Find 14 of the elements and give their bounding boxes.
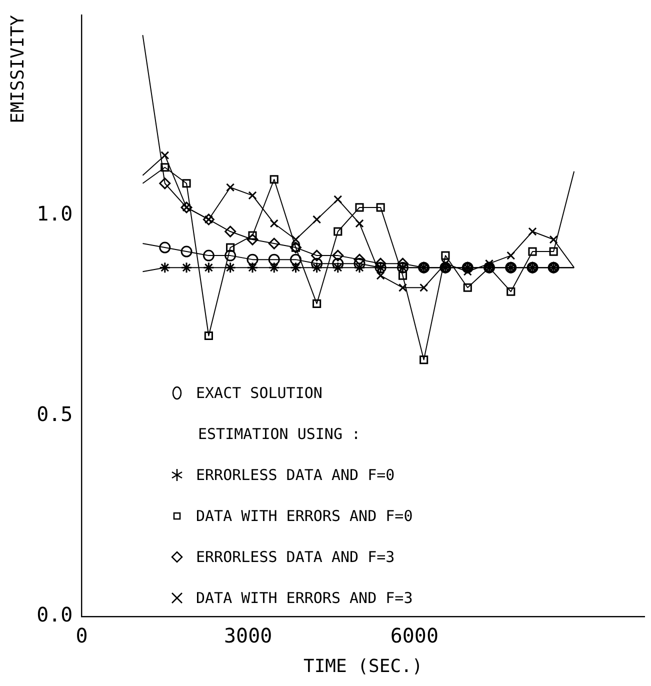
x-tick-label: 3000 xyxy=(224,624,272,648)
x-axis-title: TIME (SEC.) xyxy=(304,656,423,677)
y-axis-title: EMISSIVITY xyxy=(7,14,28,124)
y-tick-label: 1.0 xyxy=(36,202,73,226)
legend-title: ESTIMATION USING : xyxy=(197,424,362,444)
x-tick-label: 0 xyxy=(76,624,88,648)
x-tick-label: 6000 xyxy=(390,624,438,648)
legend-label: EXACT SOLUTION xyxy=(196,384,322,402)
y-tick-label: 0.5 xyxy=(36,402,73,426)
legend-label: DATA WITH ERRORS AND F=3 xyxy=(196,588,413,606)
legend-label: ERRORLESS DATA AND F=3 xyxy=(196,548,395,566)
legend-label: DATA WITH ERRORS AND F=0 xyxy=(196,506,413,524)
legend-label: ERRORLESS DATA AND F=0 xyxy=(196,466,395,484)
y-tick-label: 0.0 xyxy=(36,602,73,627)
